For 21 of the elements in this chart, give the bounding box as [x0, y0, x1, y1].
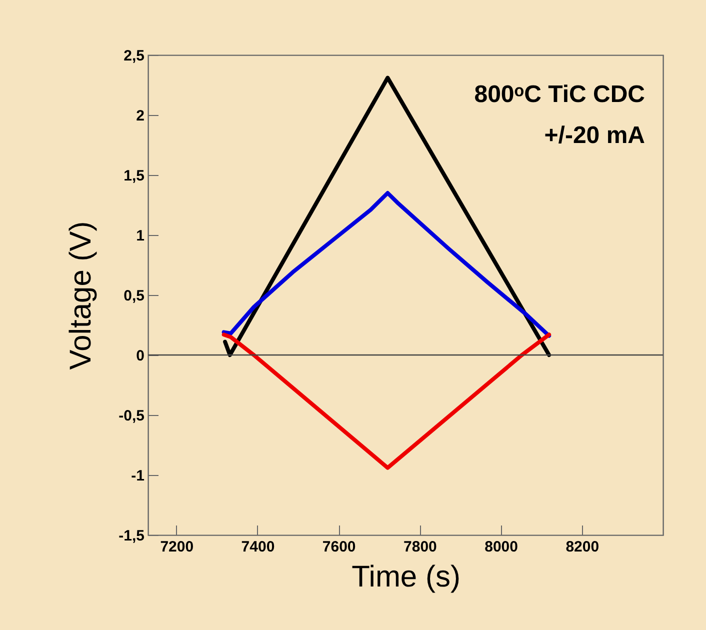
- x-tick-label: 7600: [322, 538, 356, 556]
- y-tick-label: 2: [136, 108, 144, 124]
- y-tick-label: 1,5: [124, 168, 144, 184]
- y-tick-label: 0,5: [124, 288, 144, 304]
- line-series: [222, 332, 552, 470]
- y-tick-label: -1: [131, 468, 144, 484]
- y-tick-label: 0: [136, 348, 144, 364]
- x-axis-title: Time (s): [352, 560, 460, 594]
- y-tick-label: -1,5: [118, 528, 144, 544]
- x-tick-label: 8000: [484, 538, 518, 556]
- x-tick-label: 8200: [566, 538, 600, 556]
- x-tick-label: 7400: [241, 538, 275, 556]
- line-series: [222, 191, 552, 338]
- annotation: +/-20 mA: [544, 122, 645, 149]
- y-tick-label: 1: [136, 228, 144, 244]
- y-tick-label: 2,5: [124, 48, 144, 64]
- x-tick-label: 7800: [404, 538, 437, 556]
- annotation: 800ᵒC TiC CDC: [474, 81, 645, 108]
- x-tick-label: 7200: [160, 538, 194, 556]
- y-tick-label: -0,5: [118, 408, 144, 424]
- y-axis-title: Voltage (V): [64, 221, 98, 370]
